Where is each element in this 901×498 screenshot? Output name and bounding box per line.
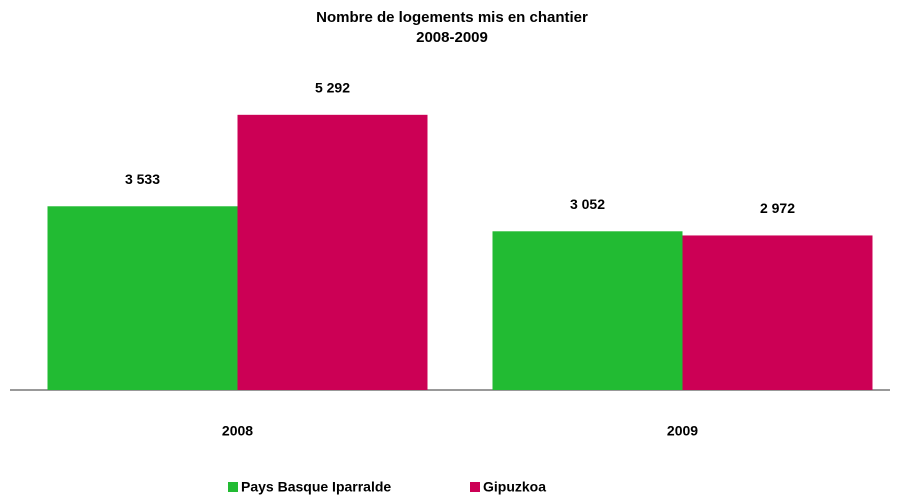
legend-label: Gipuzkoa <box>483 479 546 495</box>
bar <box>237 114 428 390</box>
data-label: 2 972 <box>760 200 795 216</box>
legend-swatch <box>470 482 480 492</box>
x-tick-label: 2008 <box>222 423 253 439</box>
data-label: 3 052 <box>570 196 605 212</box>
legend-swatch <box>228 482 238 492</box>
bar <box>47 206 238 390</box>
data-label: 3 533 <box>125 171 160 187</box>
x-tick-label: 2009 <box>667 423 698 439</box>
chart-title: Nombre de logements mis en chantier <box>316 9 588 26</box>
bar <box>492 231 683 390</box>
chart-subtitle: 2008-2009 <box>416 29 488 46</box>
legend-label: Pays Basque Iparralde <box>241 479 391 495</box>
bar <box>682 235 873 390</box>
data-label: 5 292 <box>315 80 350 96</box>
